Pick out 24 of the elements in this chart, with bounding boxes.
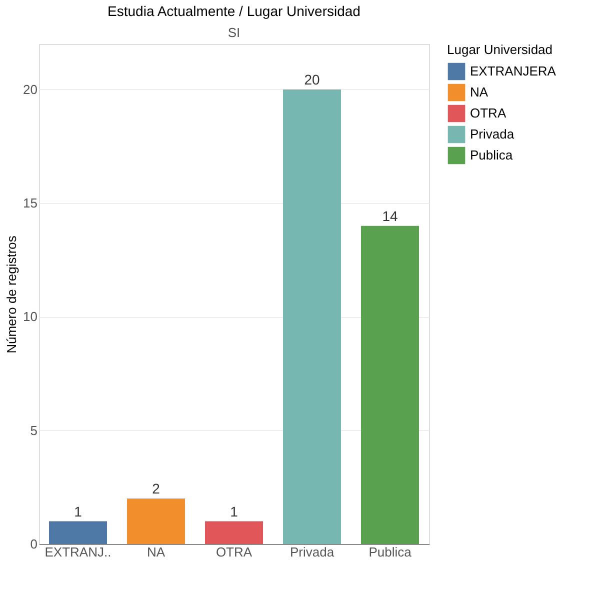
data-label: 1	[230, 503, 238, 520]
legend-title: Lugar Universidad	[447, 42, 553, 57]
x-tick-label: Publica	[368, 544, 412, 560]
y-axis-title: Número de registros	[4, 235, 20, 354]
legend-label: Publica	[470, 148, 514, 162]
legend-label: OTRA	[470, 106, 506, 120]
legend-label: Privada	[470, 126, 515, 142]
legend-label: NA	[470, 84, 488, 100]
y-tick-label: 15	[23, 196, 38, 211]
chart-subtitle: SI	[228, 25, 240, 40]
y-tick-label: 10	[23, 309, 38, 324]
data-label: 20	[304, 71, 320, 88]
data-label: 2	[152, 480, 160, 497]
legend-label: EXTRANJERA	[470, 64, 556, 78]
data-label: 1	[74, 503, 82, 520]
y-tick-label: 0	[30, 536, 38, 552]
x-tick-label: Privada	[290, 544, 335, 560]
x-tick-label: EXTRANJ..	[44, 544, 112, 560]
chart-title: Estudia Actualmente / Lugar Universidad	[108, 3, 360, 19]
data-label: 14	[382, 208, 398, 224]
y-tick-label: 5	[30, 422, 38, 438]
x-tick-label: OTRA	[216, 544, 252, 560]
x-tick-label: NA	[146, 544, 166, 560]
y-tick-label: 20	[23, 82, 38, 97]
